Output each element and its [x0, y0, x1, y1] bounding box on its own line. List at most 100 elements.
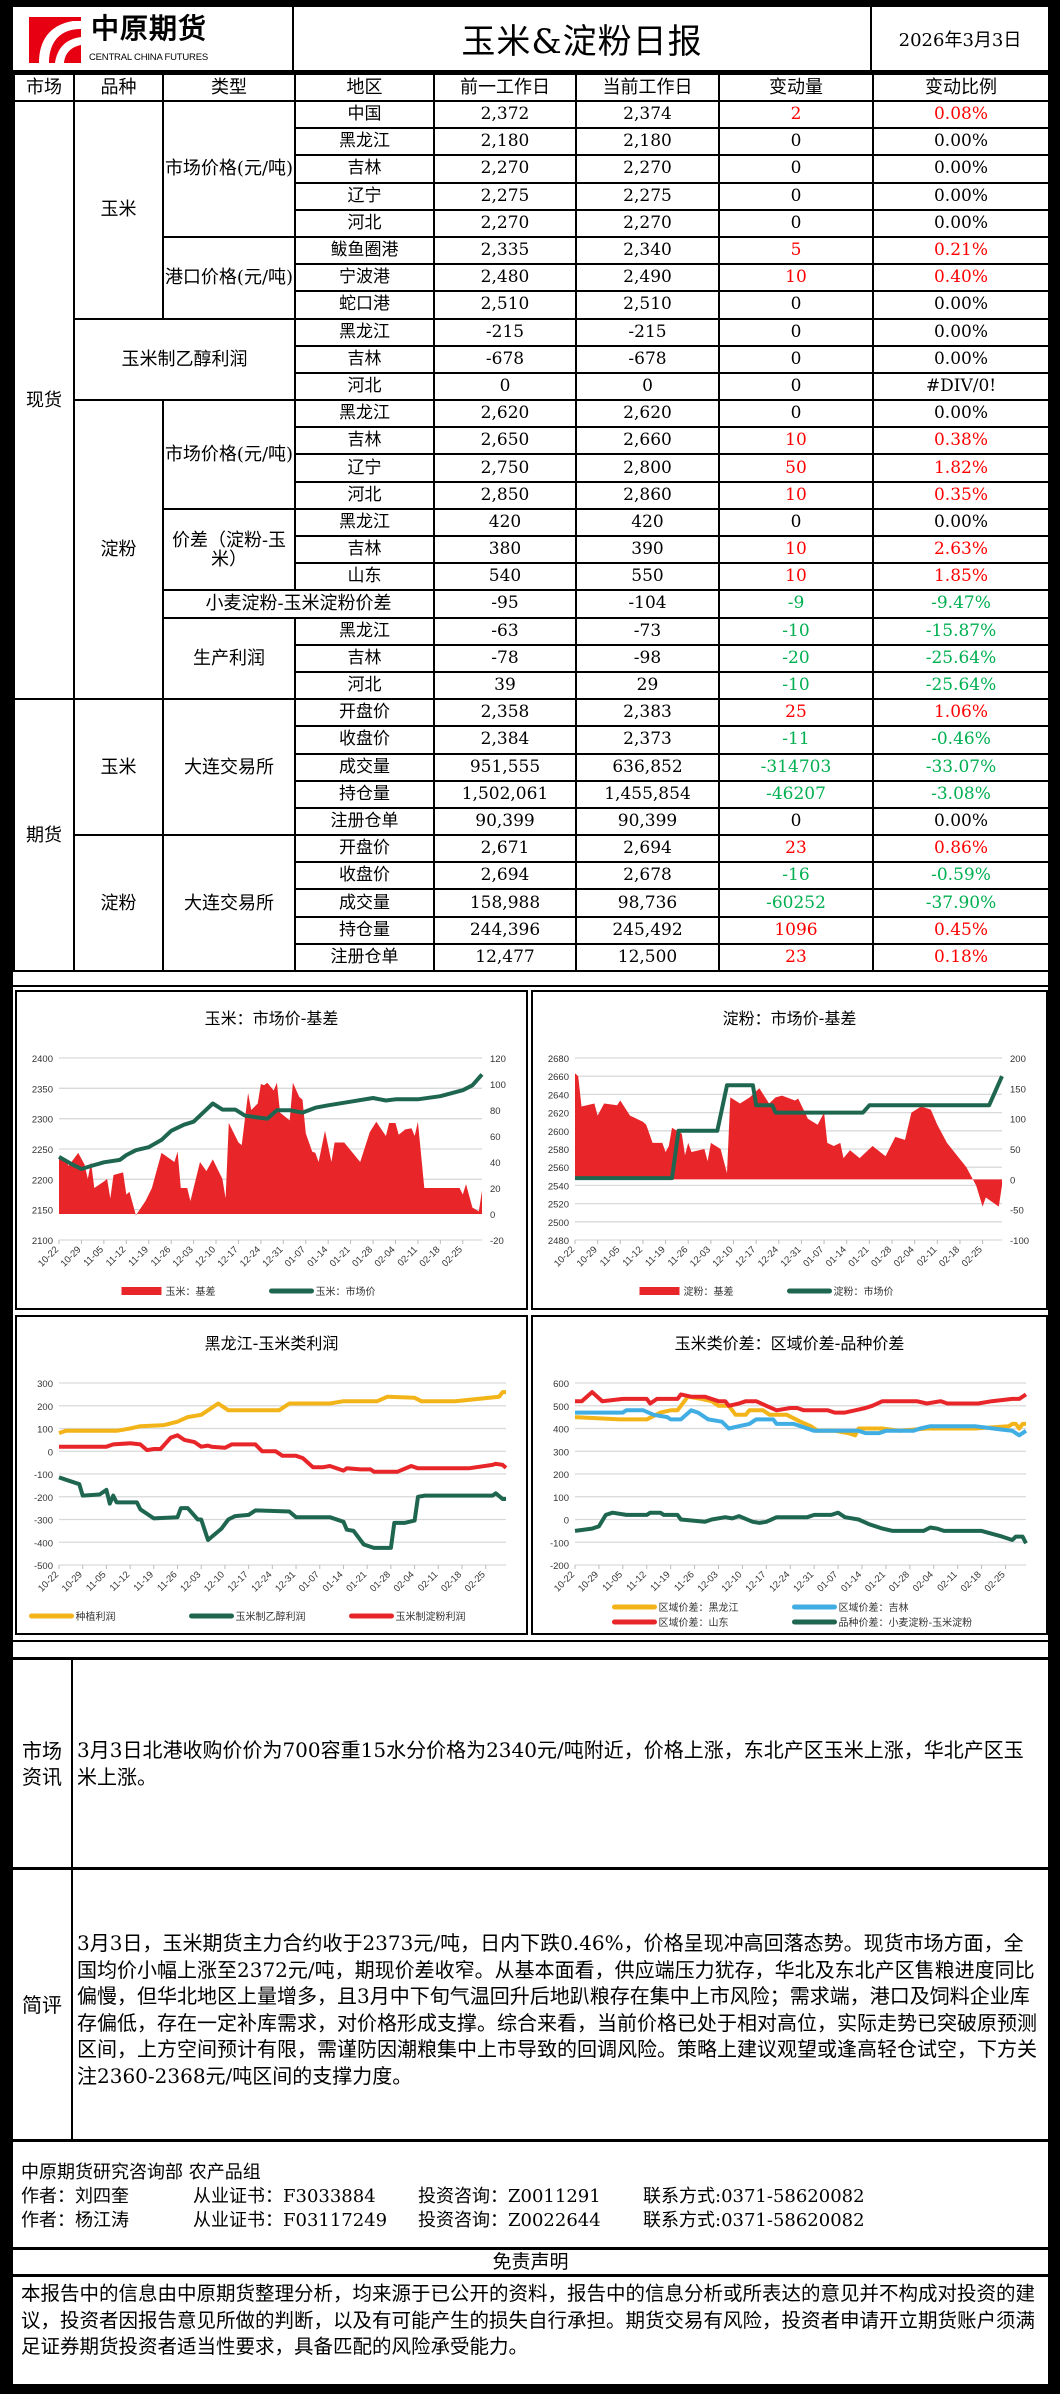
region-cell: 吉林 [294, 154, 435, 184]
chart-title: 淀粉：市场价-基差 [723, 1009, 857, 1028]
type-cell: 生产利润 [162, 616, 296, 701]
x-tick-label: 12-10 [720, 1569, 745, 1594]
x-tick-label: 01-14 [305, 1244, 330, 1269]
change-pct: -25.64% [872, 643, 1050, 673]
table-header-row: 市场 品种 类型 地区 前一工作日 当前工作日 变动量 变动比例 [13, 73, 1050, 102]
table-row: 成交量 951,555 636,852 -314703 -33.07% [14, 752, 1050, 782]
y-tick-label: 2580 [548, 1145, 569, 1156]
exchange-cell: 大连交易所 [162, 834, 296, 972]
x-tick-label: 11-26 [666, 1244, 690, 1268]
x-tick-label: 02-18 [959, 1569, 984, 1594]
curr-value: -73 [575, 616, 720, 646]
chart-title: 玉米：市场价-基差 [205, 1009, 339, 1028]
legend-item: 区域价差：山东 [612, 1616, 729, 1629]
change-pct: 0.00% [872, 181, 1050, 211]
authors-section: 中原期货研究咨询部 农产品组 作者：刘四奎 从业证书：F3033884 投资咨询… [13, 2142, 1048, 2250]
review-section: 简评 3月3日，玉米期货主力合约收于2373元/吨，日内下跌0.46%，价格呈现… [13, 1870, 1048, 2142]
x-tick-label: 11-19 [643, 1244, 667, 1268]
y-tick-label: 2540 [548, 1181, 569, 1192]
legend-swatch [639, 1287, 680, 1295]
y-tick-label: 2500 [548, 1218, 569, 1229]
prev-value: 2,384 [433, 725, 577, 755]
variety-cell-starch: 淀粉 [73, 834, 164, 972]
region-cell: 吉林 [294, 344, 435, 374]
market-news-section: 市场资讯 3月3日北港收购价价为700容重15水分价格为2340元/吨附近，价格… [13, 1660, 1048, 1870]
chart-corn-price-basis: 玉米：市场价-基差 2100 2150 2200 2250 2300 2350 2400 -20… [15, 990, 528, 1310]
table-row: 山东 540 550 10 1.85% [14, 562, 1050, 592]
prev-value: 2,180 [433, 127, 577, 157]
market-cell-futures: 期货 [13, 698, 75, 972]
x-tick-label: 01-28 [869, 1244, 894, 1269]
table-row: 玉米制乙醇利润 黑龙江 -215 -215 0 0.00% [14, 317, 1050, 402]
author-row: 作者：刘四奎 从业证书：F3033884 投资咨询：Z0011291 联系方式:… [21, 2185, 1041, 2209]
y-tick-label: 200 [37, 1402, 53, 1413]
table-row: 蛇口港 2,510 2,510 0 0.00% [14, 290, 1050, 320]
x-tick-label: 01-28 [887, 1569, 912, 1594]
y-tick-label: -100 [550, 1538, 569, 1549]
x-tick-label: 11-05 [598, 1244, 622, 1268]
change-pct: 0.21% [872, 235, 1050, 266]
x-tick-label: 02-25 [983, 1569, 1008, 1594]
x-tick-label: 12-03 [688, 1244, 713, 1269]
change-value: 0 [718, 371, 874, 402]
legend-label: 玉米制乙醇利润 [236, 1610, 306, 1623]
region-cell: 黑龙江 [294, 317, 435, 347]
curr-value: 12,500 [575, 942, 720, 973]
x-tick-label: 10-29 [59, 1244, 84, 1269]
region-cell: 注册仓单 [294, 942, 435, 973]
author-contact: 联系方式:0371-58620082 [643, 2210, 865, 2231]
change-value: -11 [718, 725, 874, 755]
col-type: 类型 [162, 73, 296, 102]
prev-value: 2,270 [433, 154, 577, 184]
x-tick-label: 01-21 [863, 1569, 888, 1594]
market-news-label-text: 市场资讯 [22, 1738, 62, 1789]
review-label: 简评 [13, 1870, 73, 2139]
region-cell: 黑龙江 [294, 399, 435, 429]
change-value: 0 [718, 344, 874, 374]
y-tick-label: 300 [37, 1379, 53, 1390]
change-pct: 0.86% [872, 834, 1050, 864]
x-tick-label: 11-19 [648, 1569, 672, 1593]
curr-value: 245,492 [575, 915, 720, 945]
change-pct: 0.00% [872, 806, 1050, 837]
x-tick-label: 12-24 [767, 1569, 792, 1594]
report-title: 玉米&淀粉日报 [294, 7, 872, 70]
report-date: 2026年3月3日 [898, 29, 1022, 51]
region-cell: 河北 [294, 480, 435, 510]
y2-tick-label: 120 [490, 1054, 506, 1065]
region-cell: 蛇口港 [294, 290, 435, 320]
x-tick-label: 01-07 [801, 1244, 826, 1269]
col-change: 变动量 [718, 73, 874, 102]
change-pct: -25.64% [872, 670, 1050, 701]
legend-label: 种植利润 [76, 1610, 116, 1623]
region-cell: 收盘价 [294, 861, 435, 891]
x-tick-label: 01-14 [824, 1244, 849, 1269]
x-tick-label: 02-04 [373, 1244, 398, 1269]
x-tick-label: 11-19 [126, 1244, 150, 1268]
x-tick-label: 02-18 [417, 1244, 442, 1269]
x-tick-label: 02-18 [937, 1244, 962, 1269]
legend-label: 淀粉：基差 [684, 1285, 734, 1298]
y-tick-label: -400 [34, 1538, 53, 1549]
change-pct: 0.18% [872, 942, 1050, 973]
change-pct: 0.38% [872, 426, 1050, 456]
series-line [575, 1408, 1028, 1438]
change-value: 50 [718, 453, 874, 483]
x-tick-label: 01-28 [368, 1569, 393, 1594]
author-name: 作者：刘四奎 [21, 2186, 129, 2207]
company-logo: 中原期货 CENTRAL CHINA FUTURES [13, 7, 294, 70]
legend-label: 区域价差：山东 [659, 1616, 729, 1629]
curr-value: 636,852 [575, 752, 720, 782]
table-row: 吉林 380 390 10 2.63% [14, 534, 1050, 565]
prev-value: -78 [433, 643, 577, 673]
author-cert: 从业证书：F3033884 [193, 2186, 376, 2207]
region-cell: 黑龙江 [294, 127, 435, 157]
logo-text-en: CENTRAL CHINA FUTURES [89, 52, 208, 63]
prev-value: 12,477 [433, 942, 577, 973]
curr-value: 2,270 [575, 208, 720, 238]
series-line [575, 1390, 1028, 1415]
table-row: 期货 玉米 大连交易所 开盘价 2,358 2,383 25 1.06% [13, 698, 1050, 972]
change-value: 0 [718, 806, 874, 837]
x-tick-label: 02-25 [463, 1569, 488, 1594]
y-tick-label: 2400 [32, 1054, 53, 1065]
